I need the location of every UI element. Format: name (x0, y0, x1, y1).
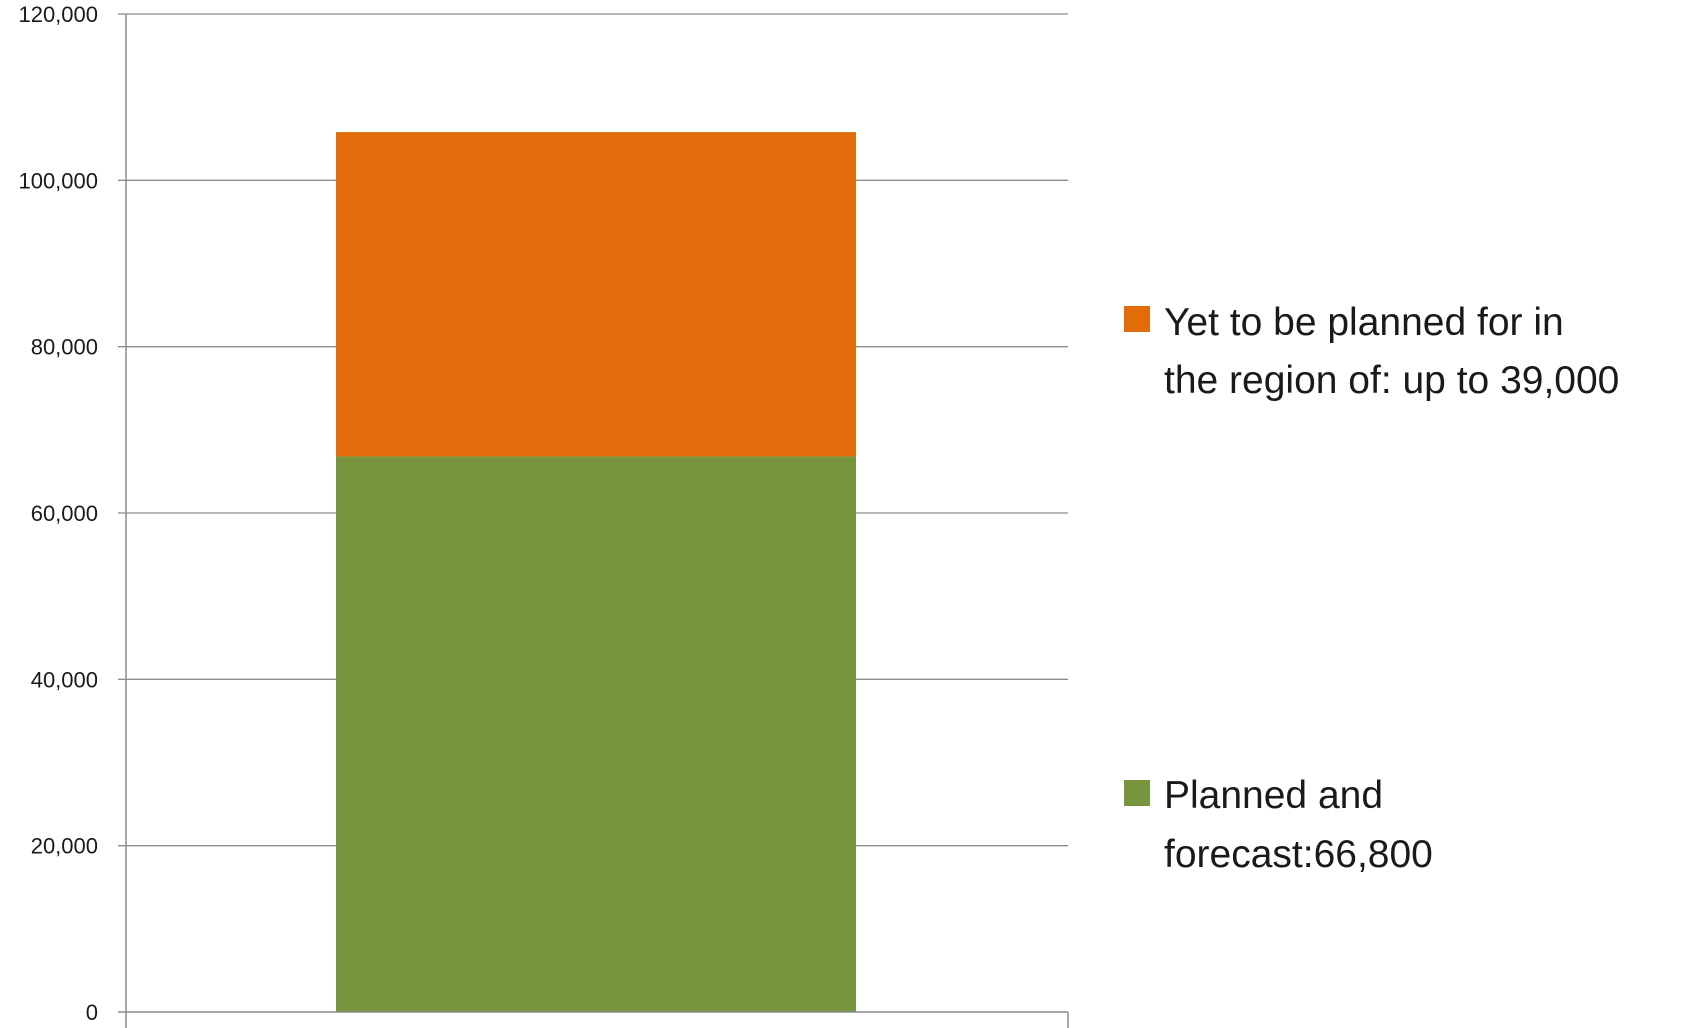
legend-label-yet-to-be-planned: Yet to be planned for in (1164, 301, 1564, 344)
bar-segment-yet-to-be-planned (336, 132, 856, 457)
bar-segment-planned-and-forecast (336, 456, 856, 1012)
y-tick-label: 100,000 (18, 168, 98, 193)
legend: Yet to be planned for in the region of: … (1124, 301, 1619, 876)
y-tick-label: 120,000 (18, 2, 98, 27)
y-tick-label: 20,000 (31, 834, 98, 859)
y-tick-label: 60,000 (31, 501, 98, 526)
y-tick-label: 40,000 (31, 667, 98, 692)
y-tick-label: 80,000 (31, 335, 98, 360)
axes (118, 14, 1069, 1028)
legend-label-planned-and-forecast-line2: forecast:66,800 (1164, 833, 1433, 876)
bars (336, 132, 856, 1012)
legend-label-planned-and-forecast: Planned and (1164, 774, 1383, 817)
y-tick-labels: 0 20,000 40,000 60,000 80,000 100,000 120,000 (18, 2, 98, 1025)
legend-swatch-yet-to-be-planned (1124, 306, 1150, 332)
legend-label-yet-to-be-planned-line2: the region of: up to 39,000 (1164, 359, 1619, 402)
y-tick-label: 0 (86, 1000, 98, 1025)
legend-swatch-planned-and-forecast (1124, 780, 1150, 806)
